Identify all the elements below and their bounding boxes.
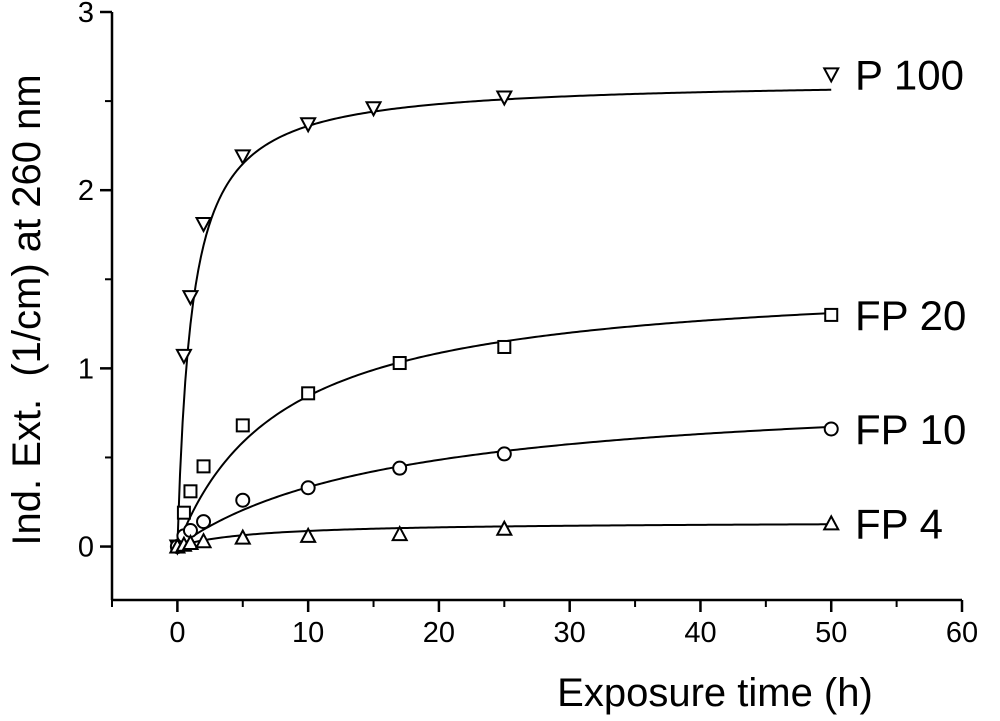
series-labels: P 100 FP 20 FP 10 FP 4: [855, 51, 966, 547]
data-point: [176, 505, 191, 520]
series-label: FP 4: [855, 500, 943, 547]
data-point: [392, 460, 408, 476]
data-point: [196, 514, 212, 530]
axes: 0 10 20 30 40 50 60 0 1 2 3: [78, 0, 978, 649]
y-tick-label: 1: [78, 353, 94, 385]
data-point: [183, 484, 198, 499]
data-point: [299, 117, 317, 134]
data-point: [181, 533, 200, 550]
data-point: [235, 492, 251, 508]
data-point: [822, 514, 840, 531]
data-point: [823, 421, 839, 437]
series-label: P 100: [855, 51, 964, 98]
data-point: [391, 524, 409, 542]
x-tick-label: 60: [946, 617, 978, 649]
x-axis-title: Exposure time (h): [557, 671, 873, 715]
data-point: [194, 217, 213, 234]
data-point: [497, 339, 512, 354]
data-point: [194, 532, 213, 549]
data-point: [235, 418, 250, 433]
data-point: [175, 348, 193, 366]
data-point: [495, 90, 513, 107]
x-tick-label: 0: [169, 617, 185, 649]
data-point: [824, 307, 839, 322]
data-point: [181, 290, 200, 307]
data-point: [496, 446, 512, 462]
series-label: FP 10: [855, 406, 966, 453]
x-tick-label: 50: [815, 617, 847, 649]
series-label: FP 20: [855, 292, 966, 339]
x-tick-label: 20: [423, 617, 455, 649]
data-point: [364, 101, 383, 118]
data-point: [299, 526, 317, 543]
x-tick-label: 40: [684, 617, 716, 649]
data-point: [495, 519, 513, 536]
fit-curves: [176, 88, 832, 548]
x-tick-label: 10: [292, 617, 324, 649]
data-point: [300, 480, 316, 496]
y-tick-label: 2: [78, 175, 94, 207]
x-tick-label: 30: [554, 617, 586, 649]
data-point: [234, 528, 252, 545]
y-tick-label: 3: [78, 0, 94, 29]
data-markers: [168, 67, 840, 556]
data-point: [392, 356, 407, 371]
data-point: [822, 67, 840, 84]
data-point: [301, 386, 316, 401]
data-point: [234, 149, 252, 166]
data-point: [196, 459, 211, 474]
y-axis-title: Ind. Ext. (1/cm) at 260 nm: [5, 74, 49, 545]
y-tick-label: 0: [78, 532, 94, 564]
